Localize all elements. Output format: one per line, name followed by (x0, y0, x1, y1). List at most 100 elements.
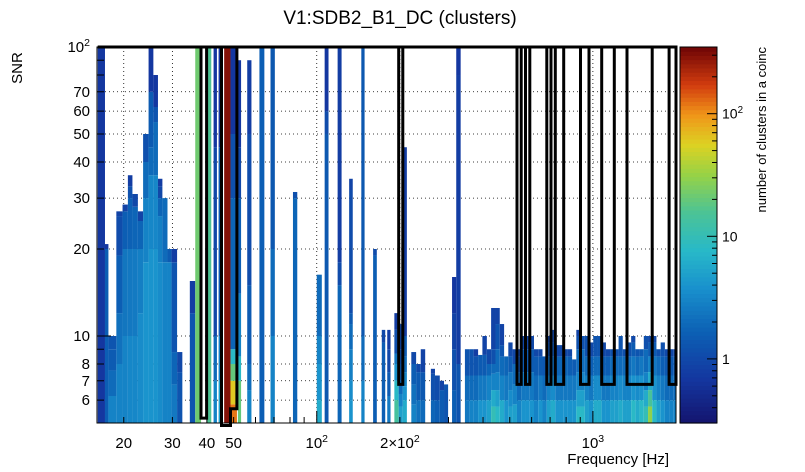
heatmap-cell (559, 345, 564, 357)
heatmap-cell (588, 375, 594, 401)
selection-contour (97, 45, 678, 427)
colorbar-step (680, 205, 717, 211)
heatmap-cell (652, 400, 657, 423)
heatmap-cell (157, 198, 163, 217)
colorbar-step (680, 406, 717, 412)
colorbar-step (680, 289, 717, 295)
heatmap-cell (171, 352, 178, 385)
heatmap-cell (464, 400, 470, 423)
heatmap-cell (486, 349, 492, 365)
heatmap-cell (189, 313, 196, 423)
heatmap-cell (162, 262, 168, 423)
colorbar-step (680, 343, 717, 349)
heatmap-cell (456, 47, 461, 76)
heatmap-cell (567, 349, 573, 357)
heatmap-cell (660, 356, 665, 376)
colorbar-step (680, 310, 717, 315)
heatmap-cell (521, 372, 526, 401)
heatmap-cell (605, 349, 611, 357)
heatmap-cell (430, 368, 435, 374)
heatmap-cell (337, 285, 342, 423)
heatmap-cell (631, 356, 636, 376)
heatmap-cell (482, 400, 487, 423)
colorbar-step (680, 189, 717, 194)
heatmap-cell (576, 390, 581, 407)
x-axis: 20 30 40 50 102 2×102 103 (115, 411, 677, 452)
colorbar-step (680, 385, 717, 391)
heatmap-cell (157, 262, 163, 423)
heatmap-cell (416, 364, 421, 373)
heatmap-cell (237, 147, 242, 199)
heatmap-cell (132, 249, 138, 336)
y-tick-label: 70 (73, 84, 90, 101)
heatmap-cell (381, 342, 386, 423)
colorbar-step (680, 126, 717, 132)
colorbar-step (680, 163, 717, 169)
heatmap-cell (270, 336, 275, 423)
heatmap-cell (324, 134, 329, 423)
colorbar-step (680, 293, 717, 299)
colorbar-step (680, 314, 717, 320)
y-tick-label: 8 (82, 356, 90, 373)
colorbar-step (680, 172, 717, 178)
heatmap-cell (482, 354, 487, 376)
heatmap-cell (456, 75, 461, 365)
heatmap-cell (420, 400, 426, 423)
heatmap-cell (643, 372, 649, 391)
heatmap-cell (512, 404, 517, 423)
heatmap-cell (572, 400, 577, 423)
heatmap-cell (316, 274, 322, 336)
colorbar-step (680, 101, 717, 107)
heatmap-cell (478, 400, 483, 423)
heatmap-cell (381, 329, 386, 343)
heatmap-cell (394, 364, 399, 381)
heatmap-cell (349, 313, 353, 325)
heatmap-cell (439, 390, 445, 423)
heatmap-cell (464, 375, 470, 401)
heatmap-cell (495, 324, 500, 350)
heatmap-cell (631, 400, 636, 423)
heatmap-cell (148, 91, 154, 148)
heatmap-cell (402, 356, 407, 373)
heatmap-cell (664, 356, 670, 376)
colorbar-step (680, 339, 717, 345)
colorbar-step (680, 122, 717, 127)
heatmap-cell (491, 406, 496, 423)
heatmap-cell (127, 249, 133, 336)
heatmap-cell (171, 262, 178, 353)
colorbar-step (680, 67, 717, 73)
heatmap-cell (153, 175, 158, 249)
heatmap-cell (153, 75, 158, 107)
heatmap-cell (610, 375, 615, 401)
heatmap-cell (614, 356, 619, 376)
heatmap-cell (559, 356, 564, 376)
heatmap-cell (108, 349, 117, 371)
heatmap-cell (411, 384, 417, 405)
heatmap-cell (473, 375, 479, 401)
heatmap-cell (486, 400, 492, 423)
heatmap-cell (316, 400, 322, 423)
heatmap-cell (516, 349, 522, 357)
heatmap-cell (157, 186, 163, 199)
heatmap-cell (430, 373, 435, 401)
colorbar-step (680, 360, 717, 366)
heatmap-cell (434, 400, 440, 423)
colorbar-step (680, 168, 717, 173)
colorbar-step (680, 331, 717, 336)
heatmap-cell (230, 380, 237, 405)
colorbar-step (680, 326, 717, 332)
heatmap-cell (143, 198, 149, 263)
heatmap-cell (373, 255, 377, 423)
heatmap-cell (122, 204, 128, 212)
heatmap-cell (237, 356, 242, 381)
heatmap-cell (652, 342, 657, 357)
heatmap-cell (656, 356, 661, 376)
heatmap-cell (230, 349, 237, 365)
heatmap-cell (387, 372, 391, 396)
heatmap-cell (349, 178, 353, 191)
colorbar: 1 10 102 (679, 46, 743, 424)
colorbar-step (680, 147, 717, 153)
heatmap-cell (148, 249, 154, 423)
heatmap-cell (626, 400, 632, 423)
heatmap-cell (97, 47, 105, 423)
